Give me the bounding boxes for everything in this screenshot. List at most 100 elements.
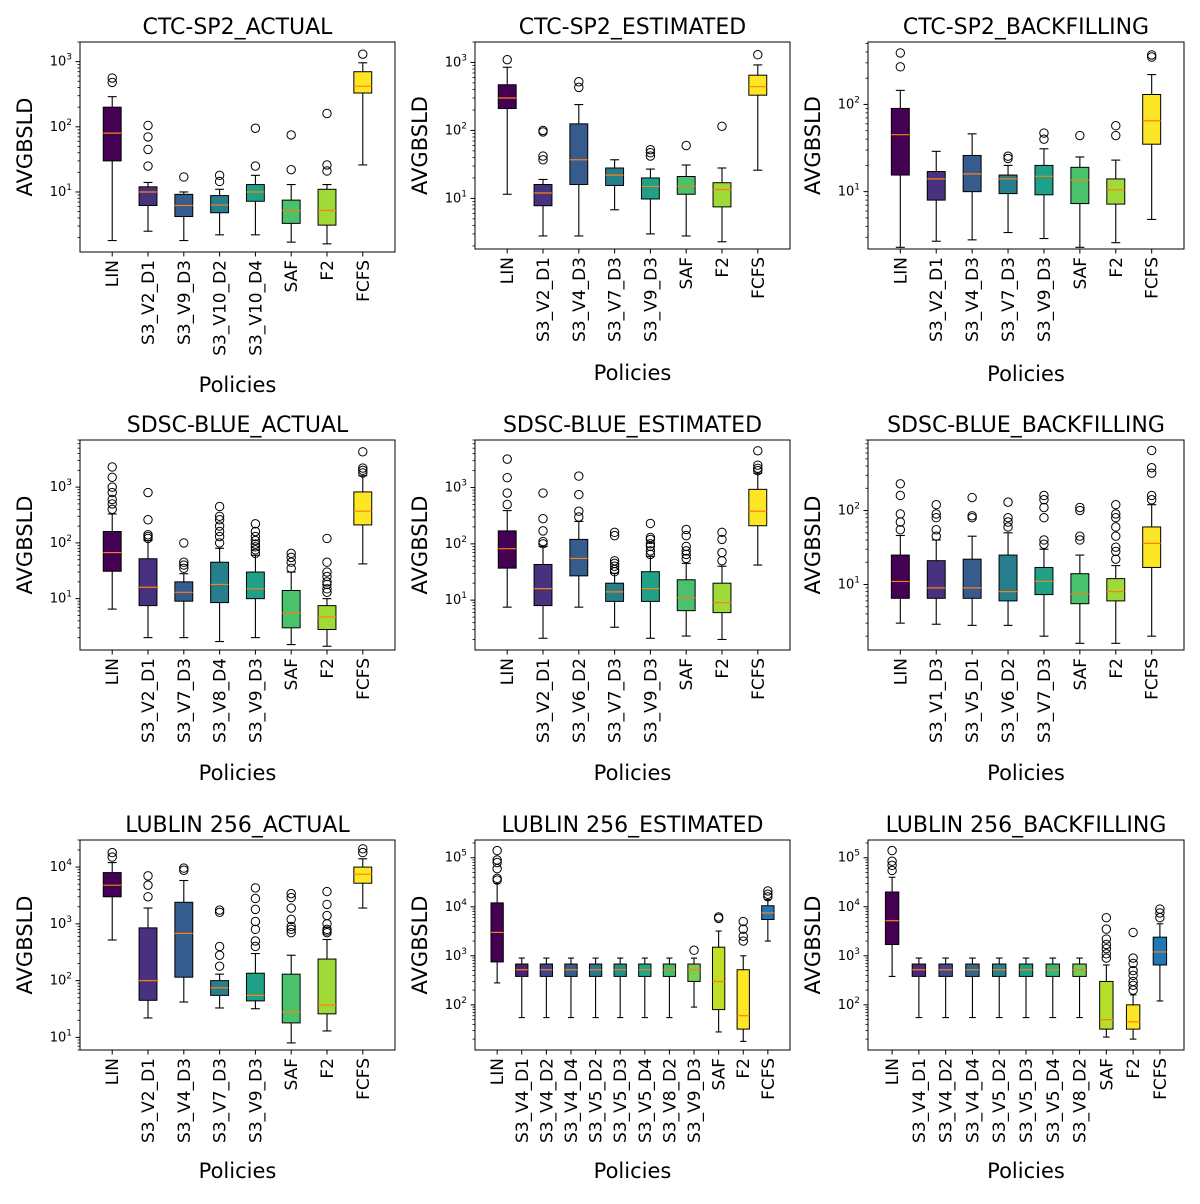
y-axis-label: AVGBSLD (801, 496, 825, 595)
y-tick-label: 105 (445, 849, 467, 866)
outlier-point (143, 144, 153, 155)
outlier-point (763, 889, 773, 899)
outlier-point (887, 860, 897, 871)
outlier-point (1111, 121, 1121, 131)
outlier-point (286, 164, 296, 175)
box-S3_V2_D1 (533, 488, 553, 639)
outlier-point (538, 125, 548, 136)
box-SAF (1070, 502, 1090, 644)
outlier-point (250, 883, 261, 893)
outlier-point (143, 531, 153, 542)
x-tick-label: LIN (883, 1058, 903, 1085)
outlier-point (895, 48, 906, 58)
outlier-point (1128, 980, 1138, 991)
outlier-point (1003, 153, 1013, 164)
outlier-point (895, 479, 906, 489)
outlier-point (502, 472, 512, 483)
outlier-point (322, 587, 332, 597)
outlier-point (681, 140, 691, 151)
outlier-point (322, 886, 332, 897)
box-SAF (1099, 912, 1114, 1038)
outlier-point (753, 446, 763, 456)
box-S3_V2_D1 (533, 125, 553, 237)
outlier-point (538, 513, 548, 524)
outlier-point (107, 499, 117, 509)
box-LIN (890, 48, 910, 248)
outlier-point (143, 487, 153, 498)
outlier-point (609, 561, 620, 571)
box-SAF (281, 548, 301, 646)
box-iqr (890, 554, 910, 599)
outlier-point (322, 160, 332, 170)
outlier-point (107, 462, 117, 472)
outlier-point (286, 888, 296, 899)
outlier-point (358, 844, 368, 854)
subplot-title: SDSC-BLUE_ESTIMATED (503, 413, 762, 438)
box-iqr (569, 538, 589, 577)
outlier-point (1101, 912, 1112, 923)
box-iqr (245, 184, 265, 202)
x-tick-label: S3_V7_D3 (175, 658, 195, 743)
x-tick-label: LIN (103, 658, 123, 685)
outlier-point (502, 54, 512, 65)
box-iqr (533, 184, 553, 207)
y-axis-label: AVGBSLD (801, 96, 825, 195)
outlier-point (1146, 495, 1157, 505)
outlier-point (107, 852, 117, 862)
box-LIN (490, 845, 504, 984)
outlier-point (107, 494, 117, 505)
x-tick-label: FCFS (354, 1058, 374, 1100)
box-S3_V9_D3 (245, 519, 265, 639)
outlier-point (1146, 462, 1157, 473)
outlier-point (1039, 490, 1049, 501)
box-S3_V5_D4 (1045, 957, 1060, 1019)
x-tick-label: S3_V9_D3 (1035, 257, 1055, 342)
outlier-point (1128, 927, 1138, 938)
outlier-point (1039, 539, 1049, 549)
outlier-point (645, 539, 656, 549)
x-tick-label: S3_V2_D1 (534, 257, 554, 342)
outlier-point (717, 556, 727, 566)
x-tick-label: S3_V2_D1 (139, 1058, 159, 1143)
axes-frame (79, 839, 396, 1051)
y-tick-label: 102 (838, 95, 860, 112)
outlier-point (214, 526, 225, 537)
x-axis-label: Policies (199, 1159, 277, 1183)
x-axis-label: Policies (594, 1159, 672, 1183)
box-iqr (353, 491, 373, 526)
box-iqr (317, 605, 337, 630)
box-FCFS (1142, 50, 1162, 221)
outlier-point (967, 511, 977, 521)
outlier-point (1128, 985, 1138, 995)
outlier-point (322, 533, 332, 544)
x-tick-label: SAF (677, 257, 697, 290)
box-iqr (1152, 936, 1168, 966)
box-iqr (926, 171, 946, 201)
box-iqr (138, 558, 158, 607)
box-LIN (890, 479, 910, 624)
box-iqr (138, 927, 158, 1001)
box-LIN (102, 462, 122, 610)
box-iqr (1034, 164, 1054, 196)
x-tick-label: S3_V7_D3 (211, 1058, 231, 1143)
box-iqr (1142, 526, 1162, 568)
outlier-point (214, 521, 225, 531)
subplot-6: SDSC-BLUE_BACKFILLING 101 102 LIN S3_V1_D3 S3… (801, 413, 1185, 785)
y-tick-label: 101 (50, 590, 72, 607)
x-tick-label: FCFS (749, 658, 769, 700)
subplot-title: SDSC-BLUE_BACKFILLING (887, 413, 1165, 438)
box-LIN (884, 845, 900, 977)
y-tick-label: 101 (50, 1028, 72, 1045)
outlier-point (214, 538, 225, 548)
outlier-point (738, 924, 748, 934)
box-S3_V2_D1 (138, 487, 158, 639)
outlier-point (645, 541, 656, 552)
outlier-point (645, 546, 656, 556)
box-iqr (640, 177, 660, 200)
x-tick-label: S3_V10_D4 (246, 260, 266, 356)
box-FCFS (748, 446, 768, 566)
x-tick-label: LIN (488, 1058, 508, 1085)
subplot-title: CTC-SP2_BACKFILLING (903, 15, 1149, 40)
subplot-title: CTC-SP2_ACTUAL (143, 15, 334, 40)
x-tick-label: S3_V5_D3 (611, 1058, 631, 1143)
